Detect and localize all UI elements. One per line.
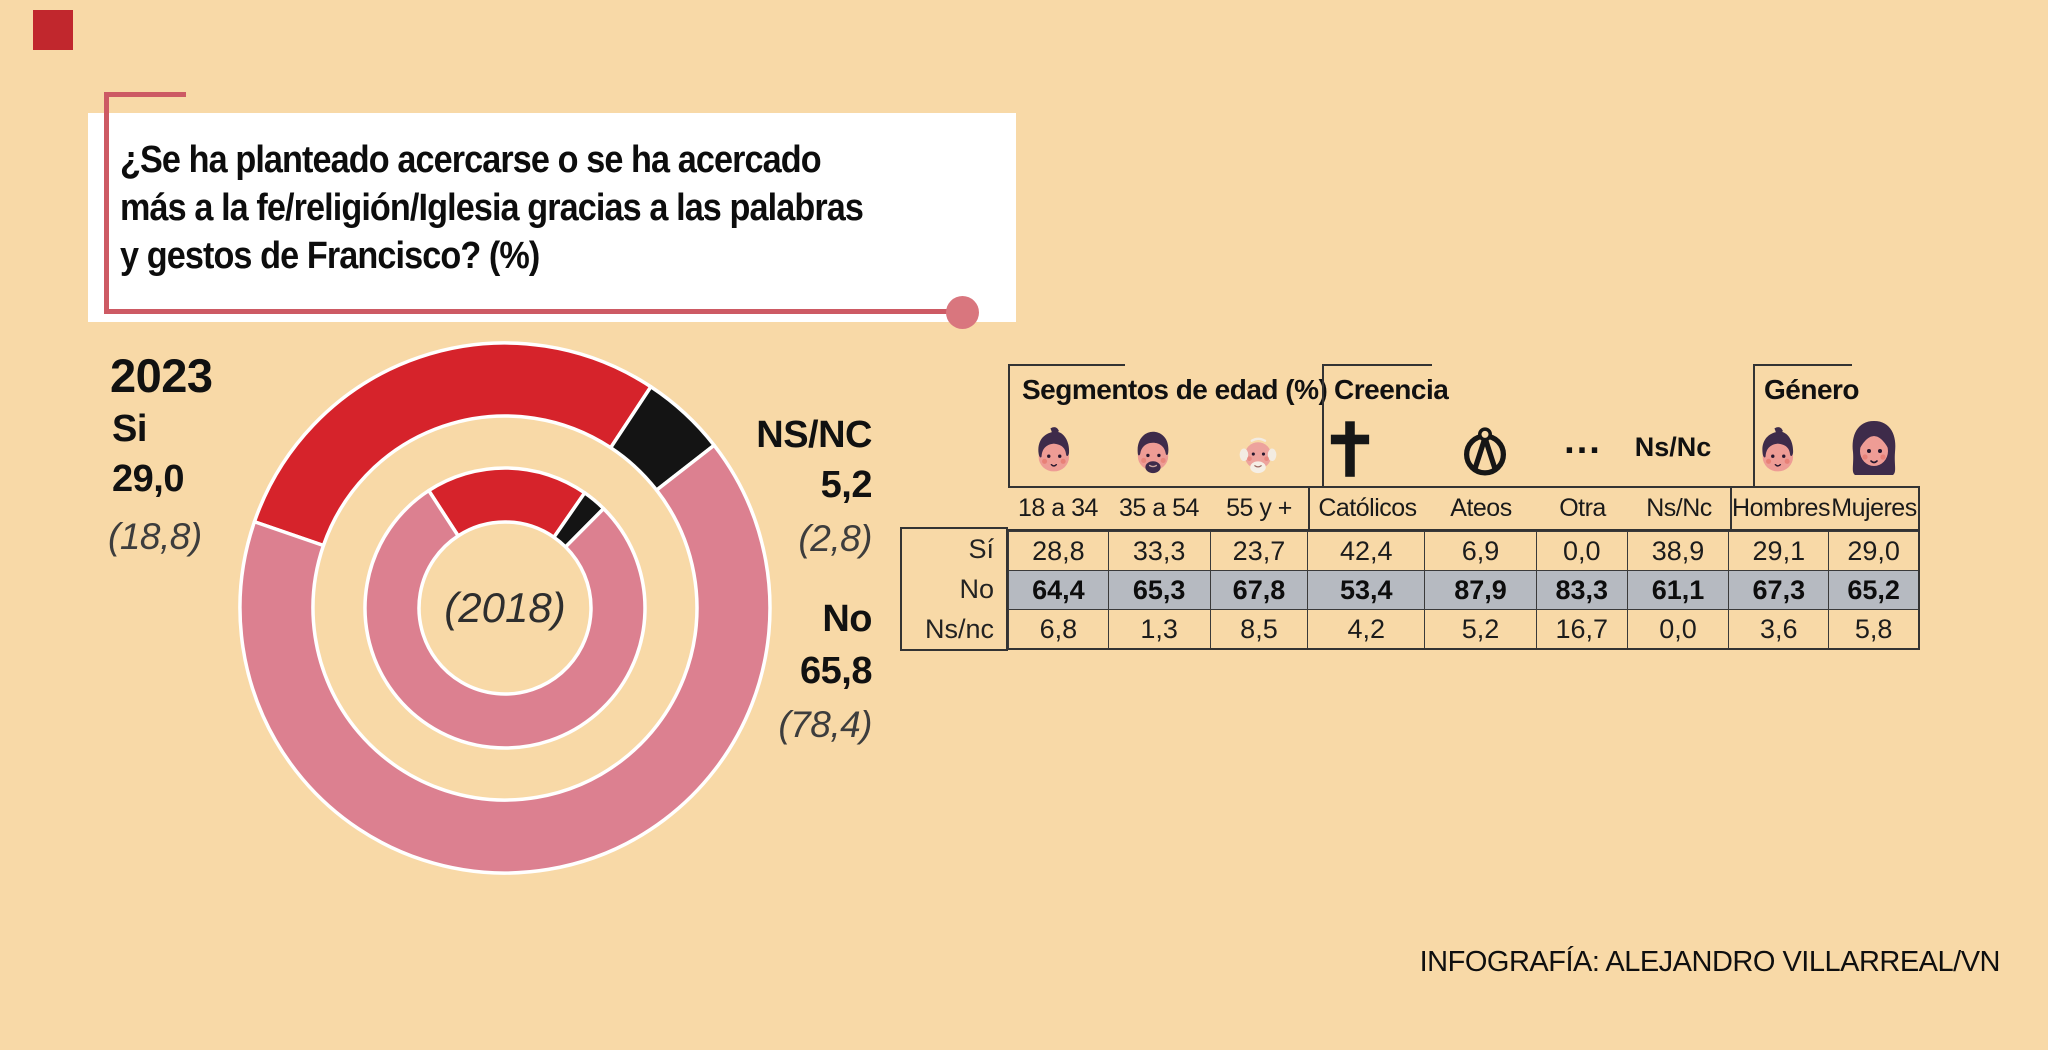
table-cell: 6,8: [1008, 609, 1108, 648]
table-cell: 0,0: [1626, 609, 1729, 648]
donut-year-label: 2023: [110, 349, 213, 402]
column-header-35-a-54: 35 a 54: [1119, 494, 1199, 522]
elderly-man-face-icon: [1232, 428, 1284, 480]
title-underline: [104, 309, 962, 314]
table-cell: 67,8: [1209, 570, 1308, 609]
group-header-age-segments: Segmentos de edad (%): [1022, 374, 1328, 405]
woman-face-icon: [1841, 416, 1907, 482]
question-title-box: [88, 113, 1016, 322]
table-cell: 61,1: [1626, 570, 1729, 609]
group-header-gender: Género: [1764, 374, 1860, 405]
table-cell: 65,3: [1107, 570, 1210, 609]
table-cell: 23,7: [1209, 531, 1308, 570]
data-table: 28,8 33,3 23,7 42,4 6,9 0,0 38,9 29,1 29,0 64,4 65…: [1008, 531, 1920, 650]
donut-chart: [238, 341, 772, 875]
page-title: ¿Se ha planteado acercarse o se ha acerc…: [120, 136, 1020, 280]
title-line-1: ¿Se ha planteado acercarse o se ha acerc…: [120, 139, 822, 181]
belief-nsnc-header: Ns/Nc: [1634, 432, 1712, 462]
table-row-s: 28,8 33,3 23,7 42,4 6,9 0,0 38,9 29,1 29,0: [1008, 531, 1918, 570]
corner-red-square: [33, 10, 73, 50]
group-header-belief: Creencia: [1334, 374, 1449, 405]
nsnc-value: 5,2: [820, 464, 873, 506]
table-cell: 38,9: [1626, 531, 1729, 570]
bearded-man-face-icon: [1126, 424, 1180, 480]
title-bracket-top-line: [104, 92, 186, 97]
title-underline-dot: [946, 296, 979, 329]
table-cell: 1,3: [1107, 609, 1210, 648]
column-header-ns-nc: Ns/Nc: [1646, 494, 1712, 522]
table-row-no: 64,4 65,3 67,8 53,4 87,9 83,3 61,1 67,3 65,2: [1008, 570, 1918, 609]
table-cell: 33,3: [1107, 531, 1210, 570]
belief-group-bracket-line: [1322, 364, 1432, 366]
table-cell: 42,4: [1307, 531, 1425, 570]
table-cell: 16,7: [1535, 609, 1627, 648]
table-cell: 87,9: [1424, 570, 1536, 609]
donut-2023-segment-si: [252, 341, 653, 548]
row-label-nsnc: Ns/nc: [924, 613, 994, 644]
row-label-no: No: [959, 573, 994, 604]
title-line-3: y gestos de Francisco? (%): [120, 235, 540, 277]
table-cell: 65,2: [1828, 570, 1918, 609]
column-header-cat-licos: Católicos: [1308, 488, 1425, 529]
table-cell: 3,6: [1728, 609, 1829, 648]
age-group-bracket-drop: [1008, 364, 1010, 486]
nsnc-previous-value: (2,8): [798, 518, 872, 559]
table-cell: 6,9: [1424, 531, 1536, 570]
man-face-icon: [1750, 424, 1804, 480]
age-group-bracket-line: [1008, 364, 1125, 366]
title-line-2: más a la fe/religión/Iglesia gracias a l…: [120, 187, 864, 229]
belief-group-bracket-drop: [1322, 364, 1324, 486]
gender-group-bracket-drop: [1753, 364, 1755, 486]
title-bracket-vertical-line: [104, 92, 109, 314]
table-row-nsnc: 6,8 1,3 8,5 4,2 5,2 16,7 0,0 3,6 5,8: [1008, 609, 1918, 648]
table-cell: 64,4: [1008, 570, 1108, 609]
table-cell: 28,8: [1008, 531, 1108, 570]
table-cell: 53,4: [1307, 570, 1425, 609]
table-cell: 5,2: [1424, 609, 1536, 648]
nsnc-label: NS/NC: [756, 414, 872, 456]
table-cell: 29,0: [1828, 531, 1918, 570]
table-cell: 5,8: [1828, 609, 1918, 648]
other-belief-ellipsis-icon: ...: [1564, 420, 1602, 462]
young-man-face-icon: [1026, 424, 1080, 480]
column-header-ateos: Ateos: [1450, 494, 1512, 522]
column-header-18-a-34: 18 a 34: [1018, 494, 1098, 522]
donut-2018-segment-no: [363, 488, 647, 750]
column-header-55-y-: 55 y +: [1226, 494, 1292, 522]
latin-cross-icon: [1327, 418, 1373, 482]
column-header-otra: Otra: [1559, 494, 1606, 522]
si-label: Si: [112, 408, 147, 450]
table-cell: 8,5: [1209, 609, 1308, 648]
si-previous-value: (18,8): [108, 516, 202, 557]
gender-group-bracket-line: [1753, 364, 1852, 366]
row-label-s: Sí: [968, 533, 994, 564]
infographic-credit: INFOGRAFÍA: ALEJANDRO VILLARREAL/VN: [1419, 946, 2001, 978]
table-cell: 4,2: [1307, 609, 1425, 648]
no-previous-value: (78,4): [778, 704, 872, 745]
table-cell: 83,3: [1535, 570, 1627, 609]
table-cell: 29,1: [1728, 531, 1829, 570]
table-cell: 67,3: [1728, 570, 1829, 609]
atheism-symbol-icon: [1456, 420, 1514, 482]
column-header-mujeres: Mujeres: [1830, 488, 1920, 529]
donut-2023-segment-no: [238, 443, 772, 875]
donut-center-year-label: (2018): [444, 584, 566, 631]
table-subheader-row: 18 a 34 35 a 54 55 y + Católicos Ateos Otra Ns…: [1008, 486, 1920, 531]
no-value: 65,8: [800, 650, 872, 692]
table-row-labels-box: Sí No Ns/nc: [900, 527, 1008, 651]
si-value: 29,0: [112, 458, 184, 500]
no-label: No: [822, 598, 872, 640]
column-header-hombres: Hombres: [1730, 488, 1830, 529]
table-cell: 0,0: [1535, 531, 1627, 570]
